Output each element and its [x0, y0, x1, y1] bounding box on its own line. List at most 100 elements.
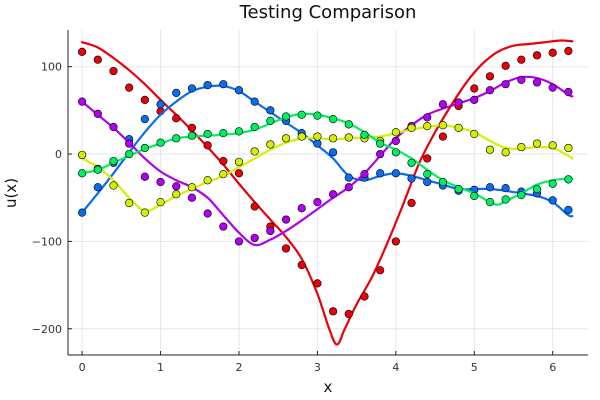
y-tick-label-2: 0	[55, 148, 62, 161]
point-yellow-29	[532, 139, 542, 148]
point-purple-18	[360, 170, 369, 179]
point-blue-27	[501, 184, 510, 193]
point-green-9	[219, 128, 228, 138]
point-blue-17	[344, 173, 353, 182]
point-purple-10	[234, 237, 244, 246]
y-tick-label-3: 100	[41, 61, 62, 74]
point-purple-29	[532, 78, 542, 87]
y-axis-title: u(x)	[2, 178, 20, 208]
point-green-8	[203, 129, 212, 139]
point-blue-9	[219, 80, 228, 89]
point-purple-4	[140, 172, 149, 181]
point-green-17	[344, 120, 353, 129]
x-axis-title: x	[324, 378, 333, 396]
series-line-green	[81, 112, 574, 206]
point-purple-31	[564, 87, 573, 97]
point-green-12	[266, 116, 275, 125]
point-green-2	[109, 156, 118, 166]
series-layer	[78, 39, 574, 346]
point-blue-20	[391, 169, 400, 178]
point-red-6	[172, 114, 181, 123]
point-yellow-4	[140, 208, 149, 217]
point-green-15	[313, 111, 322, 120]
point-blue-15	[313, 139, 322, 148]
point-purple-1	[93, 109, 102, 118]
point-yellow-6	[172, 190, 181, 199]
point-purple-22	[423, 113, 432, 122]
point-blue-16	[328, 148, 338, 157]
point-red-21	[407, 198, 416, 208]
point-yellow-0	[78, 150, 87, 160]
point-blue-22	[423, 177, 432, 187]
point-yellow-24	[454, 123, 463, 132]
point-blue-10	[234, 86, 244, 95]
series-blue	[78, 80, 574, 218]
point-red-28	[517, 55, 526, 64]
point-green-27	[501, 195, 510, 204]
point-green-29	[532, 184, 542, 194]
x-tick-label-2: 2	[235, 361, 242, 374]
point-red-26	[485, 72, 495, 81]
series-green	[78, 110, 574, 207]
series-purple	[78, 75, 574, 247]
x-tick-label-1: 1	[157, 361, 164, 374]
y-tick-label-0: −200	[32, 323, 62, 336]
point-green-16	[328, 115, 338, 124]
point-yellow-2	[109, 181, 118, 190]
point-yellow-26	[485, 145, 495, 154]
point-green-10	[234, 127, 244, 136]
point-purple-0	[78, 97, 87, 106]
point-blue-21	[407, 174, 416, 183]
point-red-11	[250, 202, 259, 211]
x-tick-label-6: 6	[549, 361, 556, 374]
point-red-23	[438, 132, 448, 141]
point-yellow-16	[328, 134, 338, 143]
point-red-22	[423, 154, 432, 163]
point-purple-14	[297, 204, 306, 213]
point-red-25	[470, 84, 479, 93]
point-purple-8	[203, 209, 212, 218]
point-blue-12	[266, 106, 275, 115]
point-blue-1	[93, 183, 102, 192]
point-yellow-21	[407, 123, 416, 132]
point-purple-26	[485, 86, 495, 95]
point-blue-6	[172, 88, 181, 98]
series-yellow	[78, 121, 574, 217]
point-green-13	[281, 112, 291, 121]
point-yellow-15	[313, 132, 322, 141]
point-yellow-8	[203, 176, 212, 185]
point-green-20	[391, 148, 400, 157]
point-blue-8	[203, 80, 212, 90]
point-yellow-20	[391, 128, 400, 137]
point-red-15	[313, 279, 322, 288]
point-purple-17	[344, 183, 353, 192]
point-red-10	[234, 169, 244, 178]
point-green-11	[250, 122, 259, 132]
point-red-13	[281, 244, 291, 253]
point-green-22	[423, 170, 432, 179]
x-tick-label-0: 0	[79, 361, 86, 374]
point-red-9	[219, 156, 228, 166]
point-purple-24	[454, 98, 463, 107]
point-purple-12	[266, 226, 275, 236]
point-green-30	[548, 179, 557, 188]
point-purple-16	[328, 190, 338, 199]
point-green-1	[93, 165, 102, 174]
point-green-14	[297, 110, 306, 119]
point-red-19	[376, 266, 385, 275]
point-green-19	[376, 139, 385, 148]
point-yellow-11	[250, 147, 259, 156]
point-yellow-13	[281, 134, 291, 143]
axis-layer: 0 1 2 3 4 5 6 −200 −100 0 100	[32, 30, 588, 374]
point-red-16	[328, 307, 338, 316]
point-red-29	[532, 51, 542, 60]
point-yellow-25	[470, 129, 479, 139]
point-green-23	[438, 177, 448, 187]
point-yellow-30	[548, 141, 557, 150]
point-yellow-22	[423, 122, 432, 131]
point-purple-2	[109, 122, 118, 132]
point-green-21	[407, 158, 416, 167]
point-purple-25	[470, 95, 479, 104]
point-green-31	[564, 175, 573, 184]
